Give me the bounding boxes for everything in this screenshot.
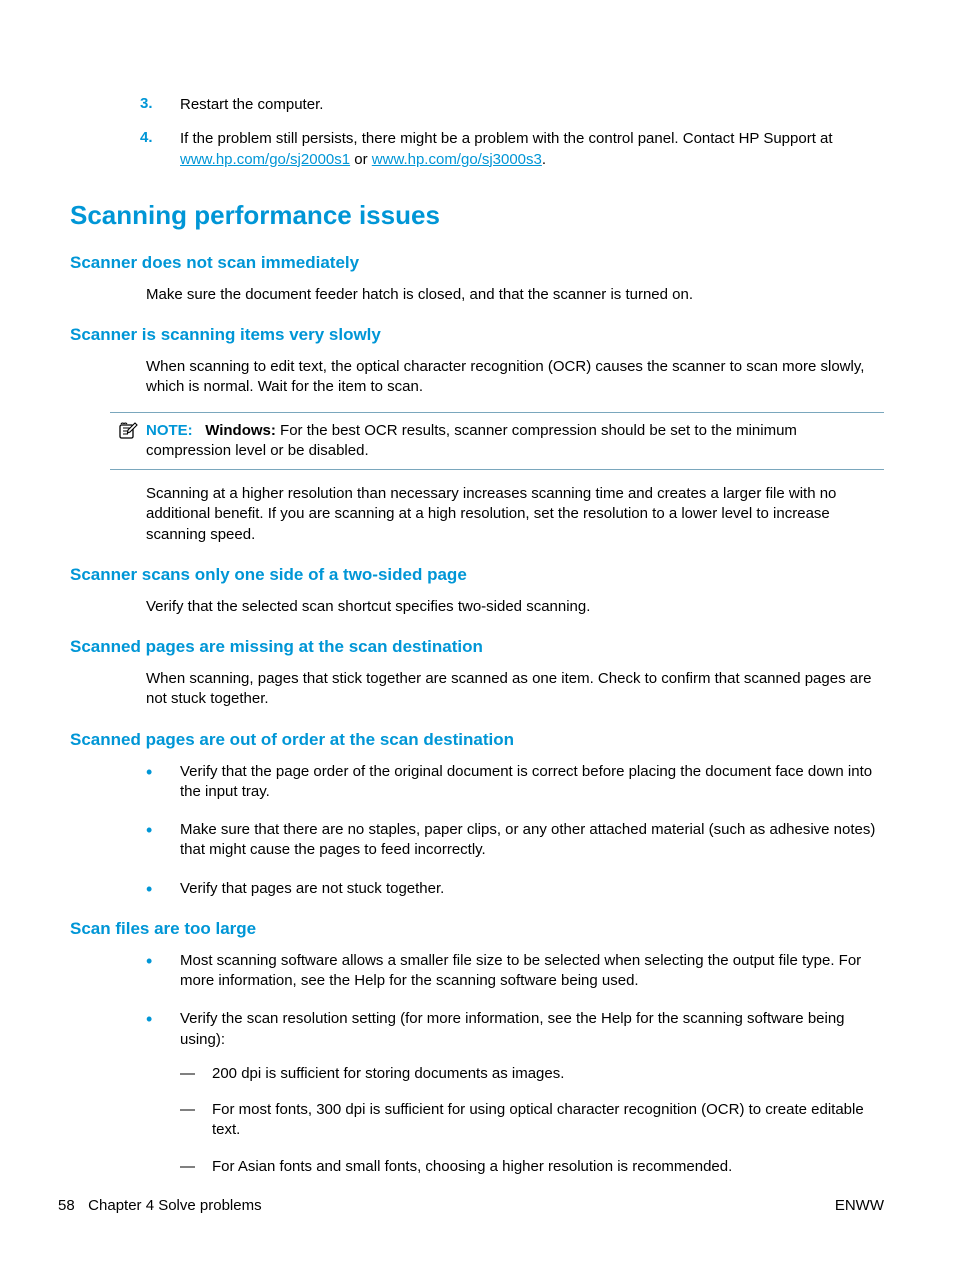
text-fragment: or	[350, 151, 372, 168]
page-footer: 58 Chapter 4 Solve problems ENWW	[0, 1197, 954, 1214]
heading-very-slowly: Scanner is scanning items very slowly	[70, 325, 884, 345]
heading-one-side: Scanner scans only one side of a two-sid…	[70, 565, 884, 585]
heading-files-too-large: Scan files are too large	[70, 919, 884, 939]
support-link-sj3000s3[interactable]: www.hp.com/go/sj3000s3	[372, 151, 542, 168]
page-content: 3. Restart the computer. 4. If the probl…	[0, 0, 954, 1177]
paragraph: Verify that the selected scan shortcut s…	[146, 597, 884, 617]
list-item: Verify the scan resolution setting (for …	[146, 1009, 884, 1177]
note-callout: NOTE: Windows: For the best OCR results,…	[110, 412, 884, 471]
list-item: For Asian fonts and small fonts, choosin…	[180, 1157, 884, 1177]
paragraph: When scanning, pages that stick together…	[146, 669, 884, 710]
list-item: Most scanning software allows a smaller …	[146, 951, 884, 992]
note-icon	[110, 421, 146, 440]
page-number: 58	[58, 1197, 84, 1214]
list-item: 200 dpi is sufficient for storing docume…	[180, 1064, 884, 1084]
list-item: Verify that pages are not stuck together…	[146, 879, 884, 899]
ordered-step-4: 4. If the problem still persists, there …	[70, 129, 884, 170]
heading-not-immediate: Scanner does not scan immediately	[70, 253, 884, 273]
dash-list: 200 dpi is sufficient for storing docume…	[180, 1064, 884, 1177]
support-link-sj2000s1[interactable]: www.hp.com/go/sj2000s1	[180, 151, 350, 168]
note-text: NOTE: Windows: For the best OCR results,…	[146, 421, 884, 462]
step-number: 4.	[70, 129, 180, 170]
footer-left: 58 Chapter 4 Solve problems	[58, 1197, 262, 1214]
footer-right: ENWW	[835, 1197, 884, 1214]
step-text: Restart the computer.	[180, 95, 884, 115]
list-item: Verify that the page order of the origin…	[146, 762, 884, 803]
heading-pages-missing: Scanned pages are missing at the scan de…	[70, 637, 884, 657]
text-fragment: If the problem still persists, there mig…	[180, 130, 833, 147]
ordered-step-3: 3. Restart the computer.	[70, 95, 884, 115]
paragraph: Make sure the document feeder hatch is c…	[146, 285, 884, 305]
list-item: For most fonts, 300 dpi is sufficient fo…	[180, 1100, 884, 1141]
bullet-list: Most scanning software allows a smaller …	[146, 951, 884, 1177]
chapter-label: Chapter 4 Solve problems	[88, 1197, 261, 1214]
paragraph: Scanning at a higher resolution than nec…	[146, 484, 884, 545]
note-label: NOTE:	[146, 422, 193, 439]
heading-out-of-order: Scanned pages are out of order at the sc…	[70, 730, 884, 750]
text-fragment: .	[542, 151, 546, 168]
step-text: If the problem still persists, there mig…	[180, 129, 884, 170]
note-windows-label: Windows:	[205, 422, 276, 439]
heading-scanning-performance: Scanning performance issues	[70, 200, 884, 231]
list-item-text: Verify the scan resolution setting (for …	[180, 1010, 845, 1047]
paragraph: When scanning to edit text, the optical …	[146, 357, 884, 398]
list-item: Make sure that there are no staples, pap…	[146, 820, 884, 861]
bullet-list: Verify that the page order of the origin…	[146, 762, 884, 899]
step-number: 3.	[70, 95, 180, 115]
